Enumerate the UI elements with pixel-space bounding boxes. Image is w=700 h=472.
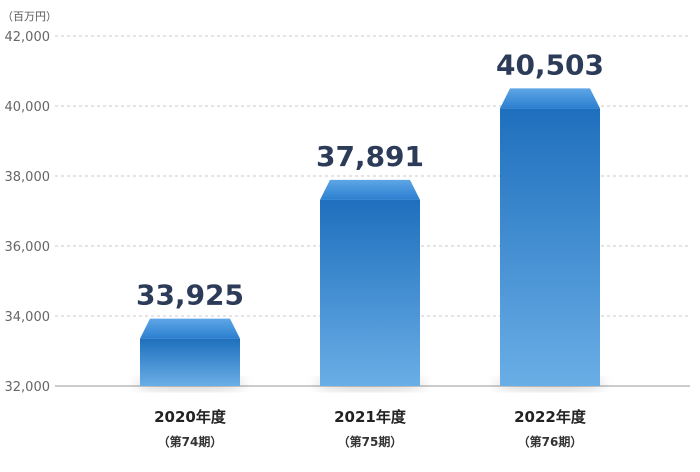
y-tick-label: 36,000 xyxy=(5,240,51,255)
category-sublabel: （第76期） xyxy=(518,434,583,449)
value-label: 40,503 xyxy=(496,48,604,81)
bar xyxy=(140,338,240,386)
bar xyxy=(500,108,600,387)
y-tick-label: 34,000 xyxy=(5,310,51,325)
value-label: 33,925 xyxy=(136,279,244,312)
y-tick-label: 40,000 xyxy=(5,100,51,115)
y-tick-label: 32,000 xyxy=(5,380,51,395)
unit-label: （百万円） xyxy=(2,10,57,23)
category-sublabel: （第74期） xyxy=(158,434,223,449)
y-tick-label: 38,000 xyxy=(5,170,51,185)
bar-cap xyxy=(140,318,240,339)
bar-cap xyxy=(320,179,420,200)
y-tick-label: 42,000 xyxy=(5,30,51,45)
bar xyxy=(320,199,420,386)
category-label: 2022年度 xyxy=(514,408,587,426)
category-label: 2020年度 xyxy=(154,408,227,426)
category-sublabel: （第75期） xyxy=(338,434,403,449)
value-label: 37,891 xyxy=(316,140,424,173)
category-label: 2021年度 xyxy=(334,408,407,426)
bar-cap xyxy=(500,88,600,109)
